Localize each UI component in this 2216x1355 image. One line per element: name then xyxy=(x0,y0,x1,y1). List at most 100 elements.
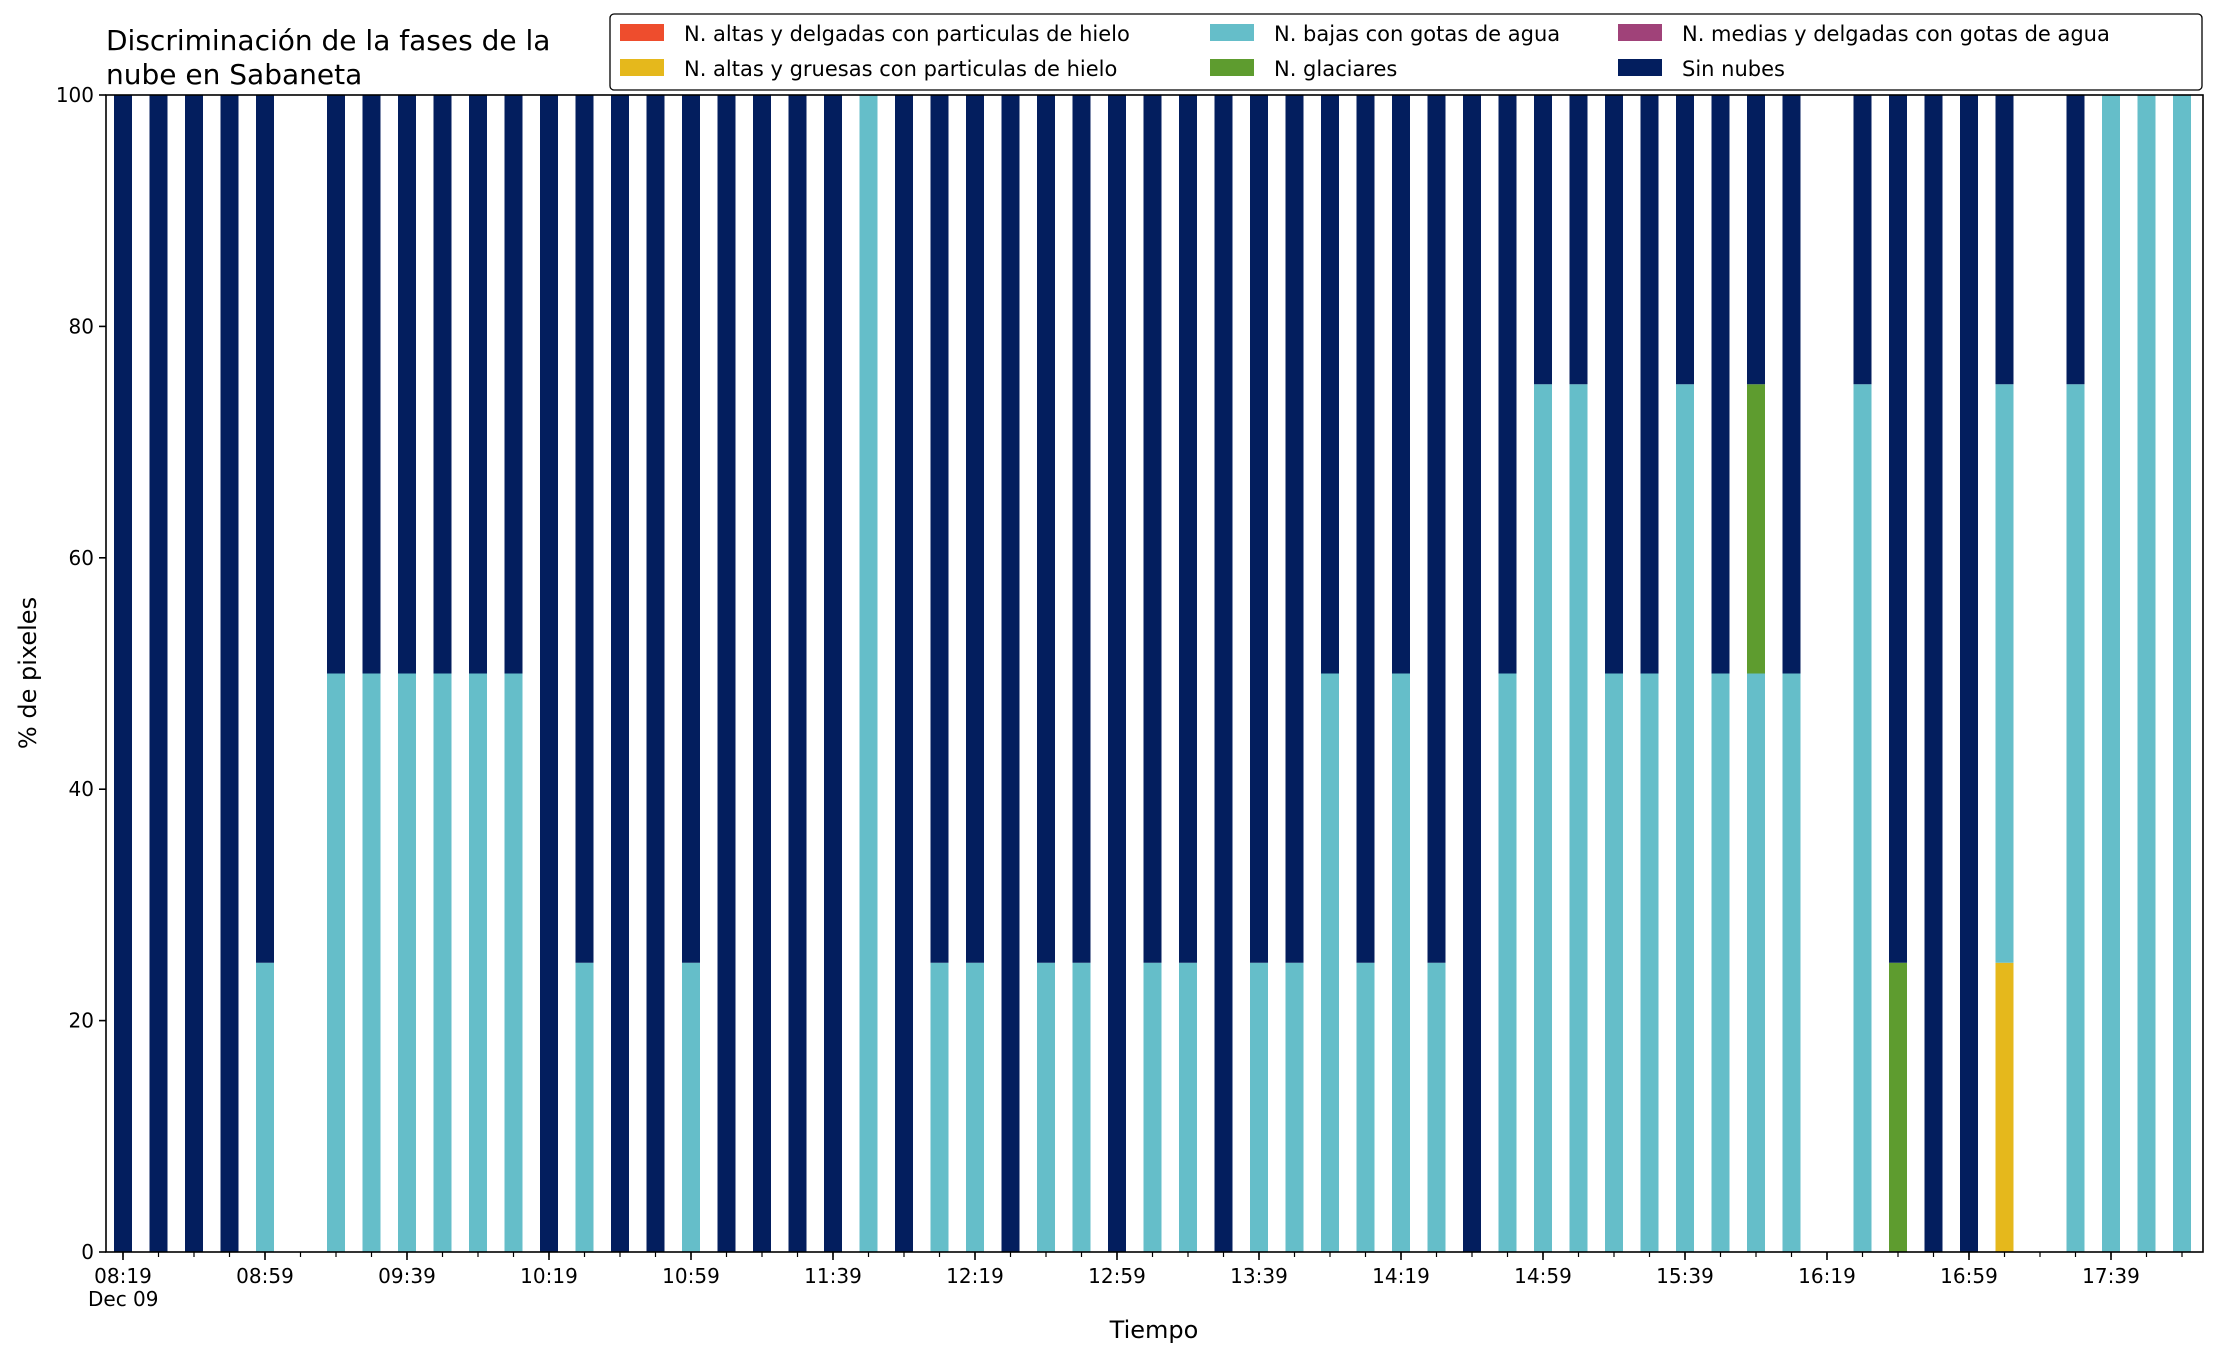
bar-segment xyxy=(788,95,807,1252)
chart-title-line-1: Discriminación de la fases de la xyxy=(106,24,550,57)
bar-segment xyxy=(1001,95,1020,1252)
bar-segment xyxy=(1285,962,1304,1252)
bar-segment xyxy=(1498,95,1517,674)
bar-segment xyxy=(362,95,381,674)
bar-segment xyxy=(2102,95,2120,1252)
legend-label: N. altas y delgadas con particulas de hi… xyxy=(684,22,1130,46)
bar-segment xyxy=(824,95,842,1252)
bar-segment xyxy=(540,95,558,1252)
bar-segment xyxy=(1782,673,1801,1252)
bar-segment xyxy=(1889,962,1907,1252)
x-tick-label: 12:59 xyxy=(1088,1264,1146,1288)
bar-segment xyxy=(1214,95,1233,1252)
legend-swatch xyxy=(1618,59,1662,76)
bar-segment xyxy=(1392,95,1410,674)
bar-segment xyxy=(930,95,949,963)
bar-segment xyxy=(1534,384,1552,1252)
bar-segment xyxy=(1995,384,2014,963)
bar-segment xyxy=(114,95,132,1252)
bar-segment xyxy=(256,962,274,1252)
bar-segment xyxy=(1960,95,1978,1252)
bar-segment xyxy=(1995,962,2014,1252)
legend-swatch xyxy=(1618,24,1662,41)
legend: N. altas y delgadas con particulas de hi… xyxy=(609,13,2203,91)
y-tick-label: 20 xyxy=(69,1009,94,1033)
bar-segment xyxy=(2173,95,2191,1252)
bar-segment xyxy=(1924,95,1943,1252)
bar-segment xyxy=(469,673,487,1252)
bar-segment xyxy=(398,95,416,674)
bar-segment xyxy=(1605,95,1623,674)
x-tick-label: 17:39 xyxy=(2082,1264,2140,1288)
bar-segment xyxy=(1143,95,1162,963)
x-tick-label: 11:39 xyxy=(804,1264,862,1288)
bar-segment xyxy=(256,95,274,963)
bar-segment xyxy=(1108,95,1126,1252)
bar-segment xyxy=(646,95,665,1252)
bar-segment xyxy=(1676,384,1694,1252)
bar-segment xyxy=(966,95,984,963)
bar-segment xyxy=(966,962,984,1252)
y-tick-label: 0 xyxy=(81,1240,94,1264)
bar-segment xyxy=(398,673,416,1252)
bar-segment xyxy=(504,673,523,1252)
x-tick-label: 08:19 xyxy=(94,1264,152,1288)
x-axis-label: Tiempo xyxy=(1109,1316,1199,1344)
bar-segment xyxy=(1853,95,1872,385)
x-tick-label: 13:39 xyxy=(1230,1264,1288,1288)
bar-segment xyxy=(433,673,452,1252)
bar-segment xyxy=(2066,95,2085,385)
bar-segment xyxy=(753,95,771,1252)
bar-segment xyxy=(504,95,523,674)
bar-segment xyxy=(1640,673,1659,1252)
x-tick-label: 16:19 xyxy=(1798,1264,1856,1288)
legend-swatch xyxy=(620,59,664,76)
bar-segment xyxy=(1392,673,1410,1252)
y-axis: 0 20 40 60 80 100 xyxy=(56,83,106,1264)
bar-segment xyxy=(1072,95,1091,963)
bar-segment xyxy=(1143,962,1162,1252)
legend-swatch xyxy=(1210,24,1254,41)
bar-segment xyxy=(1285,95,1304,963)
bar-segment xyxy=(1853,384,1872,1252)
bar-segment xyxy=(575,95,594,963)
bar-segment xyxy=(682,962,700,1252)
plot-frame xyxy=(105,94,2204,1253)
y-tick-label: 60 xyxy=(69,546,94,570)
bar-segment xyxy=(1498,673,1517,1252)
legend-swatch xyxy=(1210,59,1254,76)
bar-segment xyxy=(220,95,239,1252)
bar-segment xyxy=(895,95,913,1252)
bar-segment xyxy=(1676,95,1694,385)
bar-segment xyxy=(1179,962,1197,1252)
bar-segment xyxy=(1072,962,1091,1252)
bar-segment xyxy=(1747,384,1765,674)
bar-segment xyxy=(1640,95,1659,674)
x-tick-label: 08:59 xyxy=(236,1264,294,1288)
x-tick-label: 09:39 xyxy=(378,1264,436,1288)
bar-segment xyxy=(1356,962,1375,1252)
bar-segment xyxy=(1889,95,1907,963)
bar-segment xyxy=(1782,95,1801,674)
bar-segment xyxy=(1356,95,1375,963)
x-tick-label: 14:19 xyxy=(1372,1264,1430,1288)
legend-label: N. bajas con gotas de agua xyxy=(1274,22,1560,46)
legend-label: N. glaciares xyxy=(1274,57,1397,81)
bar-segment xyxy=(362,673,381,1252)
bar-segment xyxy=(149,95,168,1252)
bar-segment xyxy=(1569,95,1588,385)
legend-box xyxy=(609,13,2203,91)
bar-segment xyxy=(1534,95,1552,385)
bar-segment xyxy=(469,95,487,674)
bar-segment xyxy=(1427,95,1446,963)
bar-segment xyxy=(930,962,949,1252)
y-tick-label: 40 xyxy=(69,777,94,801)
x-tick-label: 16:59 xyxy=(1940,1264,1998,1288)
y-tick-label: 100 xyxy=(56,83,94,107)
bar-segment xyxy=(1463,95,1481,1252)
x-tick-label: 10:59 xyxy=(662,1264,720,1288)
legend-swatch xyxy=(620,24,664,41)
y-axis-label: % de pixeles xyxy=(14,597,42,749)
